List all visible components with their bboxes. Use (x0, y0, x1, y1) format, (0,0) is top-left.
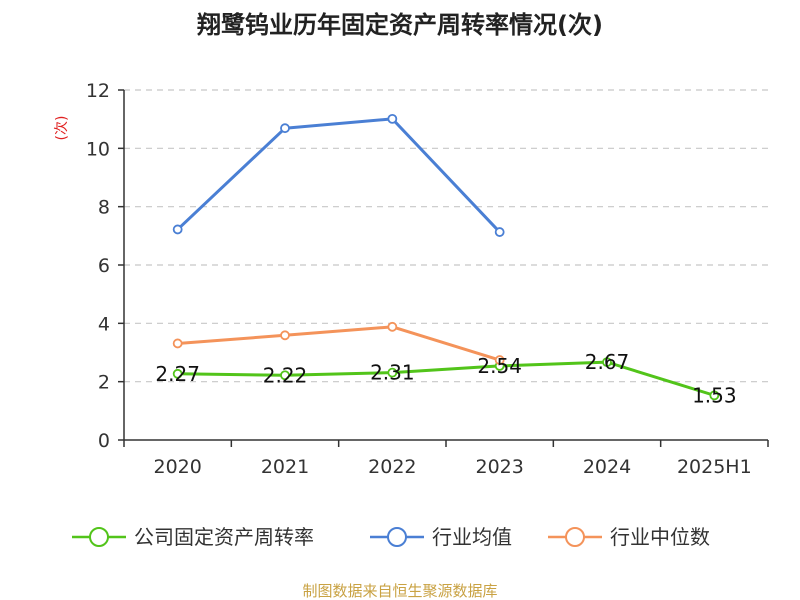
data-point[interactable] (387, 321, 398, 332)
legend-label: 行业均值 (432, 525, 512, 549)
data-point[interactable] (172, 338, 183, 349)
legend-label: 行业中位数 (610, 525, 710, 549)
x-tick-label: 2020 (153, 456, 201, 478)
legend-label: 公司固定资产周转率 (134, 525, 314, 549)
axes: 0 2 4 6 8 10 12 2020 2021 2022 2023 2024 2025H1 (86, 80, 769, 478)
chart-title: 翔鹭钨业历年固定资产周转率情况(次) (197, 11, 603, 39)
y-tick-label: 4 (98, 313, 110, 335)
legend-item-0[interactable]: 公司固定资产周转率 (72, 525, 314, 549)
series-group (172, 113, 720, 401)
legend-swatch-marker (89, 527, 109, 547)
data-label: 1.53 (692, 383, 737, 407)
data-point[interactable] (280, 330, 290, 341)
legend[interactable]: 公司固定资产周转率 行业均值 行业中位数 (72, 525, 710, 549)
legend-item-1[interactable]: 行业均值 (370, 525, 512, 549)
data-labels: 2.27 2.22 2.31 2.54 2.67 1.53 (155, 350, 736, 407)
source-note: 制图数据来自恒生聚源数据库 (302, 582, 497, 600)
data-label: 2.31 (370, 361, 415, 385)
x-tick-label: 2025H1 (677, 456, 752, 478)
series-1 (172, 113, 505, 237)
y-tick-label: 0 (98, 430, 110, 452)
x-tick-label: 2024 (583, 456, 631, 478)
data-point[interactable] (494, 355, 505, 365)
data-label: 2.27 (155, 362, 200, 386)
data-point[interactable] (172, 368, 183, 379)
grid-lines (124, 89, 768, 383)
legend-swatch-marker (565, 527, 585, 547)
x-tick-label: 2021 (261, 456, 309, 478)
data-point[interactable] (280, 123, 290, 134)
y-axis-unit-label: (次) (54, 116, 70, 141)
data-label: 2.54 (477, 354, 522, 378)
y-tick-label: 10 (86, 138, 110, 160)
data-point[interactable] (172, 224, 183, 235)
y-tick-label: 6 (98, 255, 110, 277)
x-tick-label: 2022 (368, 456, 416, 478)
series-2 (172, 321, 505, 365)
series-line (177, 325, 501, 362)
legend-swatch-marker (387, 527, 407, 547)
series-0 (172, 357, 720, 401)
data-point[interactable] (494, 227, 505, 237)
data-point[interactable] (387, 367, 398, 378)
data-point[interactable] (280, 370, 290, 381)
data-point[interactable] (387, 113, 398, 124)
series-line (176, 117, 501, 234)
data-point[interactable] (709, 390, 720, 401)
series-line (177, 360, 715, 397)
data-label: 2.67 (585, 350, 630, 374)
data-label: 2.22 (263, 363, 308, 387)
x-tick-label: 2023 (475, 456, 523, 478)
data-point[interactable] (602, 357, 612, 368)
legend-item-2[interactable]: 行业中位数 (548, 525, 710, 549)
y-tick-label: 12 (86, 80, 110, 102)
y-tick-label: 8 (98, 197, 110, 219)
y-tick-label: 2 (98, 372, 110, 394)
